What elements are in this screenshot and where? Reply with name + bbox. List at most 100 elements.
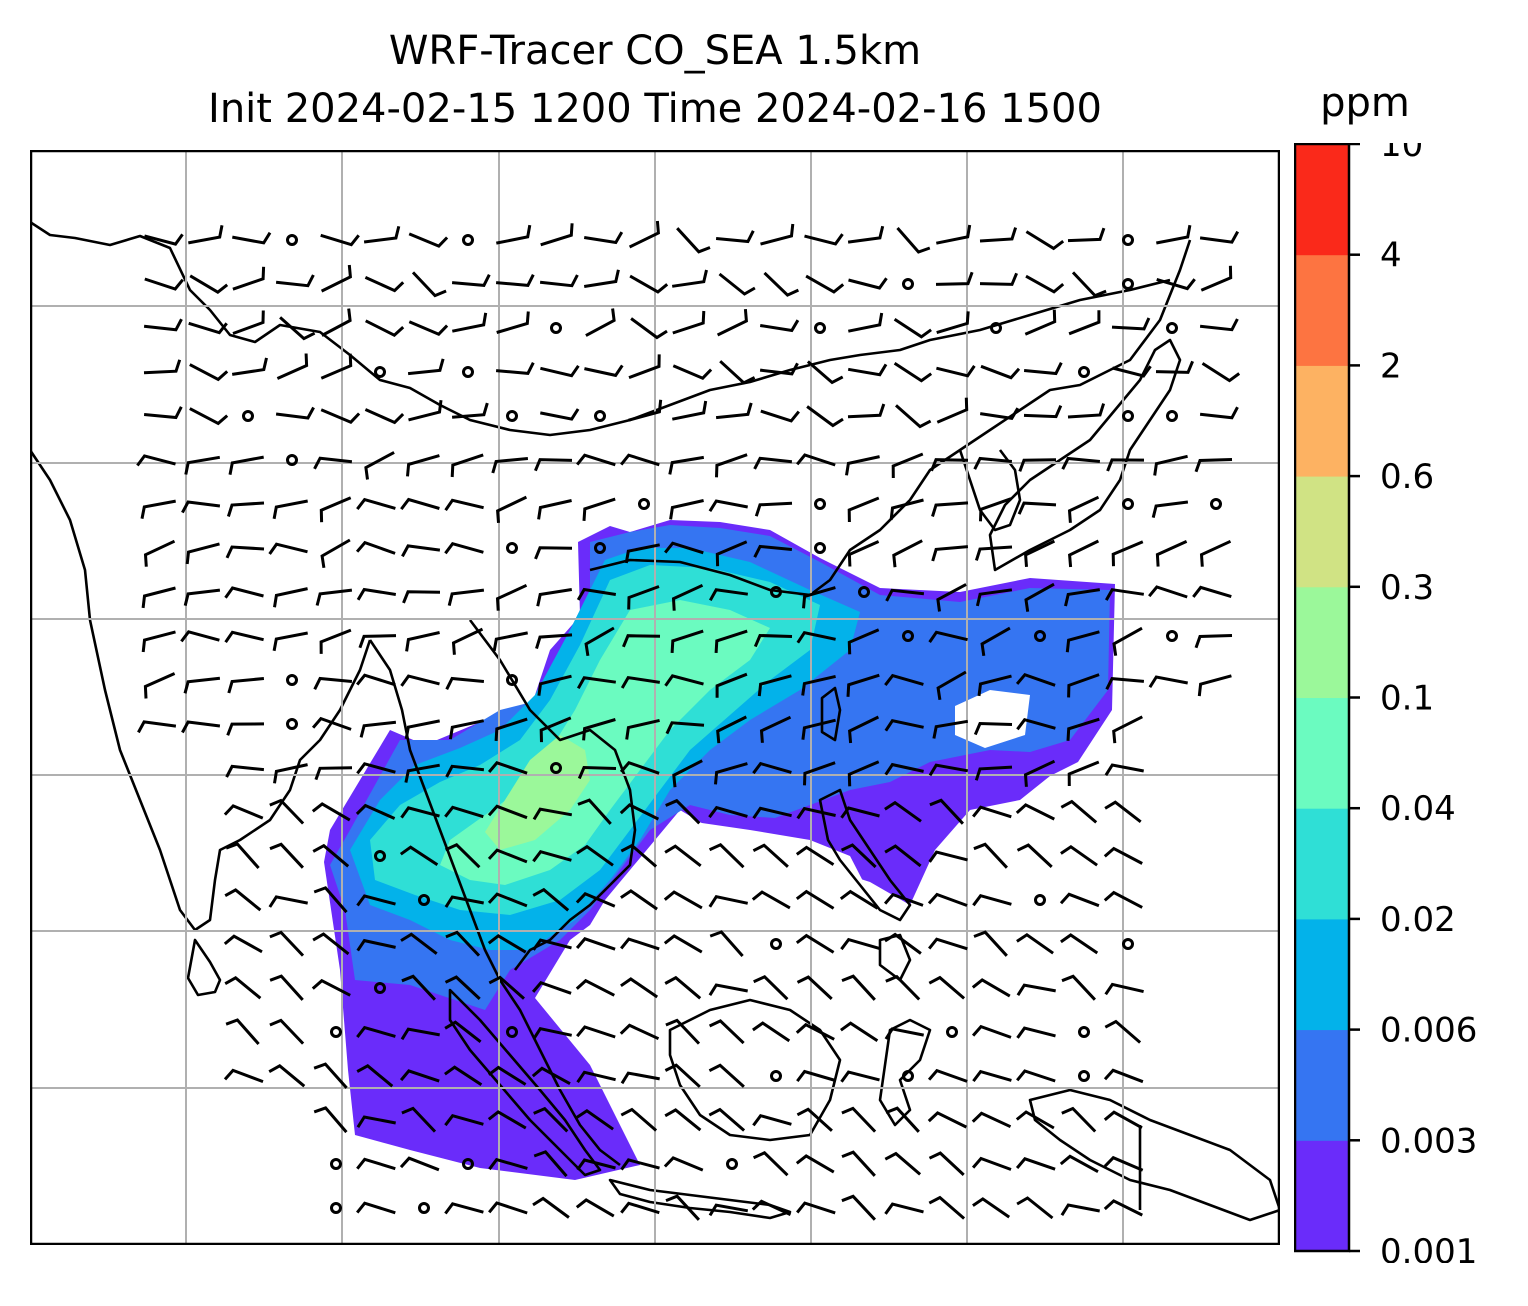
wind-barb bbox=[584, 364, 624, 378]
wind-barb bbox=[1015, 672, 1056, 687]
wind-barb bbox=[974, 545, 1013, 561]
wind-barb bbox=[226, 501, 265, 517]
wind-barb bbox=[665, 798, 701, 825]
wind-barb bbox=[1017, 501, 1057, 515]
colorbar-swatch bbox=[1295, 808, 1349, 920]
wind-barb bbox=[540, 408, 580, 421]
colorbar-swatch bbox=[1295, 697, 1349, 809]
wind-barb bbox=[1104, 982, 1144, 996]
wind-barb bbox=[399, 1069, 440, 1083]
colorbar-tick-label: 0.006 bbox=[1380, 1011, 1477, 1051]
wind-barb bbox=[273, 587, 308, 608]
wind-barb bbox=[356, 497, 396, 511]
wind-barb bbox=[671, 269, 708, 288]
calm-wind-marker bbox=[506, 410, 518, 422]
wind-barb bbox=[496, 311, 530, 334]
wind-barb bbox=[708, 1063, 745, 1088]
calm-wind-marker bbox=[242, 410, 254, 422]
wind-barb bbox=[848, 312, 884, 333]
wind-barb bbox=[972, 1197, 1011, 1219]
wind-barb bbox=[144, 233, 184, 246]
wind-barb bbox=[841, 1106, 877, 1133]
calm-wind-marker bbox=[286, 674, 298, 686]
colorbar: 0.001 0.003 0.006 0.02 0.04 0.1 0.3 0.6 2 4 10 bbox=[1294, 143, 1477, 1263]
wind-barb bbox=[313, 1106, 348, 1134]
wind-barb bbox=[936, 365, 976, 378]
wind-barb bbox=[971, 1111, 1012, 1129]
wind-barb bbox=[1201, 362, 1241, 383]
wind-barb bbox=[847, 760, 880, 787]
calm-wind-marker bbox=[638, 498, 650, 510]
wind-barb bbox=[1200, 265, 1233, 292]
wind-barb bbox=[753, 544, 793, 558]
wind-barb bbox=[664, 674, 704, 687]
wind-barb bbox=[444, 1065, 483, 1087]
wind-barb bbox=[709, 930, 744, 957]
wind-barb bbox=[232, 231, 272, 245]
wind-barb bbox=[404, 763, 440, 783]
wind-barb bbox=[928, 937, 968, 951]
wind-barb bbox=[1103, 1199, 1143, 1217]
wind-barb bbox=[716, 715, 747, 744]
wind-barb bbox=[751, 1199, 792, 1217]
wind-barb bbox=[365, 319, 405, 338]
wind-barb bbox=[311, 716, 352, 731]
wind-barb bbox=[1106, 458, 1145, 472]
wind-barb bbox=[629, 274, 669, 294]
colorbar-swatch bbox=[1295, 1140, 1349, 1252]
wind-barb bbox=[620, 675, 661, 689]
wind-barb bbox=[1155, 540, 1188, 567]
wind-barb bbox=[1067, 227, 1106, 243]
wind-barb bbox=[845, 455, 880, 476]
wind-barb bbox=[144, 277, 184, 291]
wind-barb bbox=[320, 233, 360, 247]
wind-barb bbox=[806, 360, 844, 385]
wind-barb bbox=[848, 277, 888, 290]
wind-barb bbox=[622, 634, 661, 648]
wind-barb bbox=[319, 628, 352, 654]
wind-barb bbox=[932, 719, 969, 739]
wind-barbs bbox=[136, 220, 1241, 1221]
wind-barb bbox=[1023, 405, 1063, 419]
wind-barb bbox=[1016, 1026, 1056, 1039]
wind-barb bbox=[928, 975, 966, 1000]
wind-barb bbox=[1061, 1106, 1097, 1133]
wind-barb bbox=[444, 805, 484, 819]
colorbar-tick-label: 0.1 bbox=[1380, 679, 1434, 719]
wind-barb bbox=[1153, 454, 1188, 476]
wind-barb bbox=[708, 983, 748, 996]
calm-wind-marker bbox=[330, 1202, 342, 1214]
wind-barb bbox=[356, 762, 396, 775]
wind-barb bbox=[885, 1106, 920, 1133]
wind-barb bbox=[487, 761, 528, 775]
wind-barb bbox=[400, 806, 440, 819]
wind-barb bbox=[358, 634, 397, 649]
wind-barb bbox=[311, 978, 351, 997]
wind-barb bbox=[1024, 539, 1056, 568]
wind-barb bbox=[847, 496, 880, 523]
calm-wind-marker bbox=[902, 278, 914, 290]
wind-barb bbox=[884, 719, 924, 732]
wind-barb bbox=[620, 937, 660, 951]
wind-barb bbox=[752, 806, 792, 820]
wind-barb bbox=[620, 1201, 660, 1215]
wind-barb bbox=[576, 453, 616, 467]
wind-barb bbox=[496, 224, 532, 245]
wind-barb bbox=[935, 271, 974, 286]
wind-barb bbox=[760, 223, 795, 246]
wind-barb bbox=[487, 933, 527, 954]
wind-barb bbox=[883, 892, 924, 907]
wind-barb bbox=[1065, 630, 1100, 653]
wind-barb bbox=[973, 456, 1013, 470]
wind-barb bbox=[1148, 675, 1188, 688]
calm-wind-marker bbox=[1122, 234, 1134, 246]
coastline-borneo bbox=[668, 998, 842, 1142]
wind-barb bbox=[1103, 1155, 1144, 1172]
wind-barb bbox=[576, 1108, 614, 1131]
wind-barb bbox=[313, 676, 353, 690]
wind-barb bbox=[1156, 277, 1196, 291]
wind-barb bbox=[576, 676, 617, 690]
wind-barb bbox=[670, 629, 704, 653]
wind-barb bbox=[630, 317, 668, 340]
wind-barb bbox=[847, 540, 880, 567]
